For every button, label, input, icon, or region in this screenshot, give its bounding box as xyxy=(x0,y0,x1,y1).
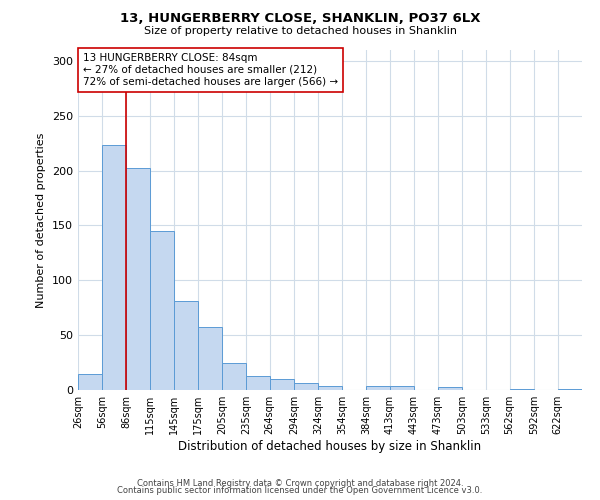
Text: Size of property relative to detached houses in Shanklin: Size of property relative to detached ho… xyxy=(143,26,457,36)
Bar xyxy=(78,374,102,390)
Bar xyxy=(294,384,318,390)
Bar xyxy=(174,301,198,390)
X-axis label: Distribution of detached houses by size in Shanklin: Distribution of detached houses by size … xyxy=(178,440,482,453)
Bar xyxy=(389,386,414,390)
Text: Contains public sector information licensed under the Open Government Licence v3: Contains public sector information licen… xyxy=(118,486,482,495)
Bar xyxy=(102,146,127,390)
Bar xyxy=(198,328,222,390)
Bar xyxy=(269,379,294,390)
Text: 13, HUNGERBERRY CLOSE, SHANKLIN, PO37 6LX: 13, HUNGERBERRY CLOSE, SHANKLIN, PO37 6L… xyxy=(120,12,480,26)
Bar xyxy=(127,168,149,390)
Y-axis label: Number of detached properties: Number of detached properties xyxy=(37,132,46,308)
Bar xyxy=(438,386,462,390)
Bar xyxy=(509,389,533,390)
Bar xyxy=(246,376,269,390)
Text: 13 HUNGERBERRY CLOSE: 84sqm
← 27% of detached houses are smaller (212)
72% of se: 13 HUNGERBERRY CLOSE: 84sqm ← 27% of det… xyxy=(83,54,338,86)
Text: Contains HM Land Registry data © Crown copyright and database right 2024.: Contains HM Land Registry data © Crown c… xyxy=(137,478,463,488)
Bar xyxy=(222,362,246,390)
Bar xyxy=(149,231,174,390)
Bar xyxy=(558,389,582,390)
Bar xyxy=(366,386,389,390)
Bar xyxy=(318,386,342,390)
